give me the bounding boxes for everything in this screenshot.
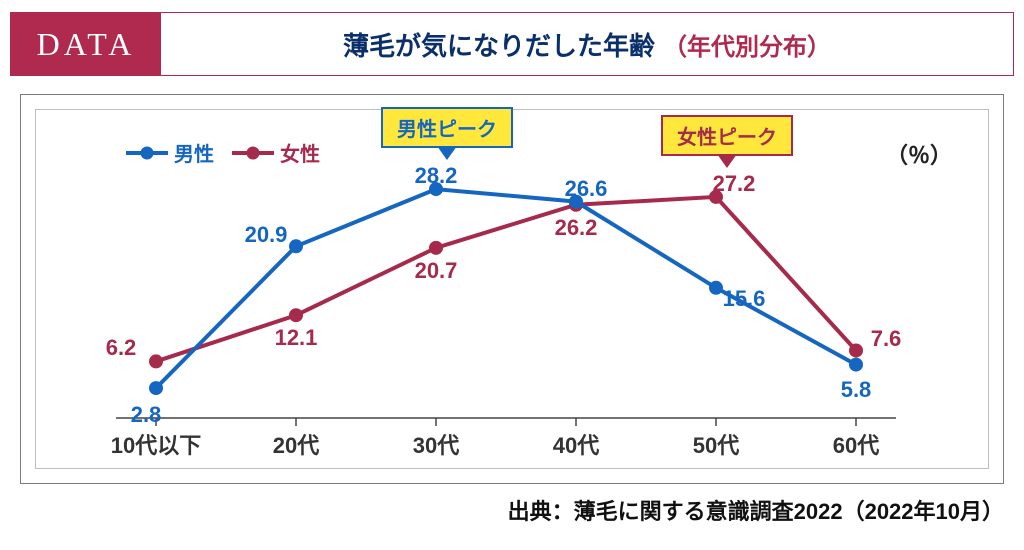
header-title-main: 薄毛が気になりだした年齢 (343, 26, 655, 63)
chart-container: 男性 女性 10代以下20代30代40代50代60代6.212.120.726.… (20, 94, 1004, 484)
data-label-female: 12.1 (275, 325, 318, 351)
source-citation: 出典：薄毛に関する意識調査2022（2022年10月） (0, 494, 1004, 526)
data-label-female: 27.2 (713, 171, 756, 197)
data-label-male: 26.6 (565, 176, 608, 202)
data-label-male: 20.9 (245, 222, 288, 248)
data-label-female: 26.2 (555, 215, 598, 241)
chart-svg (36, 110, 988, 468)
data-label-male: 2.8 (131, 402, 162, 428)
data-label-female: 7.6 (871, 326, 902, 352)
x-axis-label: 30代 (413, 428, 459, 460)
x-axis-label: 20代 (273, 428, 319, 460)
data-badge: DATA (11, 13, 161, 75)
unit-label: （％） (886, 138, 952, 170)
callout-female: 女性ピーク (661, 115, 793, 156)
chart-plot-area: 男性 女性 10代以下20代30代40代50代60代6.212.120.726.… (35, 109, 989, 469)
x-axis-label: 50代 (693, 428, 739, 460)
data-label-male: 15.6 (723, 286, 766, 312)
data-label-male: 5.8 (841, 377, 872, 403)
x-axis-label: 60代 (833, 428, 879, 460)
x-axis-label: 40代 (553, 428, 599, 460)
header-title: 薄毛が気になりだした年齢 （年代別分布） (161, 13, 1013, 75)
callout-male: 男性ピーク (381, 107, 513, 148)
header-title-sub: （年代別分布） (663, 27, 831, 62)
data-label-female: 6.2 (106, 335, 137, 361)
data-label-female: 20.7 (415, 258, 458, 284)
header-bar: DATA 薄毛が気になりだした年齢 （年代別分布） (10, 12, 1014, 76)
x-axis-label: 10代以下 (111, 428, 201, 460)
data-label-male: 28.2 (415, 163, 458, 189)
